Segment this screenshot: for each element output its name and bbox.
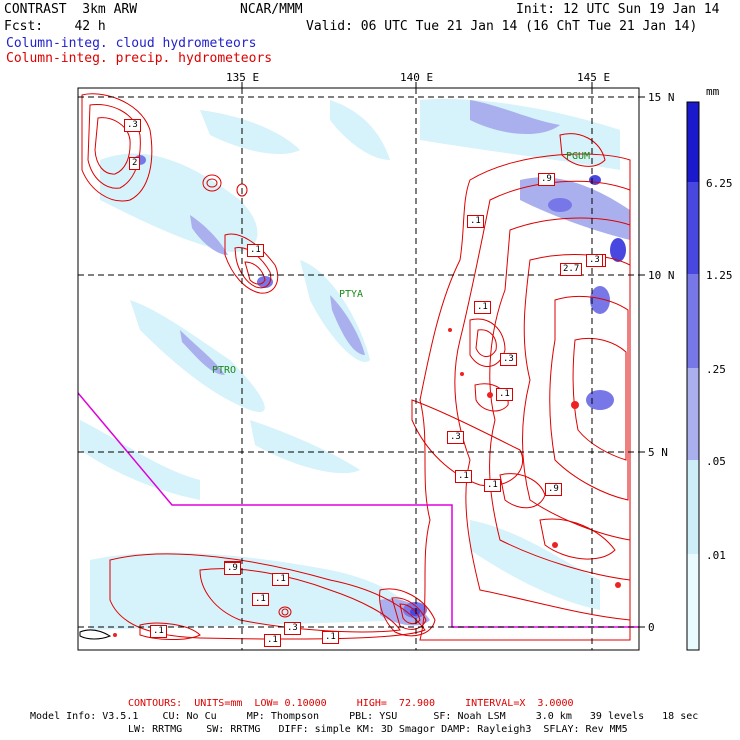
- station-label: PGUM: [566, 151, 591, 162]
- lat-label-5n: 5 N: [648, 446, 668, 459]
- contour-label: .1: [322, 631, 339, 644]
- contour-label: .1: [474, 301, 491, 314]
- contour-label: .3: [447, 431, 464, 444]
- lon-label-145: 145 E: [577, 71, 611, 84]
- lat-lon-grid: [78, 88, 639, 650]
- valid-time: Valid: 06 UTC Tue 21 Jan 14 (16 ChT Tue …: [306, 19, 698, 34]
- contour-label: .3: [124, 119, 141, 132]
- contour-label: .1: [150, 625, 167, 638]
- colorbar-unit: mm: [706, 85, 720, 98]
- plot-frame: [77, 87, 640, 651]
- colorbar: [686, 101, 700, 651]
- contour-label: .9: [538, 173, 555, 186]
- contour-label: .1: [252, 593, 269, 606]
- station-label: PTYA: [339, 289, 364, 300]
- contour-info: CONTOURS: UNITS=mm LOW= 0.10000 HIGH= 72…: [128, 698, 574, 709]
- colorbar-bin: [687, 274, 699, 368]
- colorbar-level: .01: [706, 549, 726, 562]
- contour-label: .1: [264, 634, 281, 647]
- contour-label: .1: [247, 244, 264, 257]
- colorbar-bin: [687, 460, 699, 554]
- contour-label: 2.7: [560, 263, 583, 276]
- colorbar-bin: [687, 368, 699, 460]
- contour-label: .1: [455, 470, 472, 483]
- field-precip-label: Column-integ. precip. hydrometeors: [6, 51, 273, 66]
- contour-label: .9: [545, 483, 562, 496]
- center-label: NCAR/MMM: [240, 2, 303, 17]
- forecast-hour: Fcst: 42 h: [4, 19, 106, 34]
- contour-label: .1: [484, 479, 501, 492]
- colorbar-level: 1.25: [706, 269, 733, 282]
- field-cloud-label: Column-integ. cloud hydrometeors: [6, 36, 257, 51]
- contour-label: .3: [284, 622, 301, 635]
- contour-label: .1: [496, 388, 513, 401]
- lat-label-15n: 15 N: [648, 91, 675, 104]
- contour-label: .1: [272, 573, 289, 586]
- contour-label: .3: [500, 353, 517, 366]
- model-info-line1: Model Info: V3.5.1 CU: No Cu MP: Thompso…: [30, 711, 699, 722]
- lon-label-140: 140 E: [400, 71, 434, 84]
- lat-label-10n: 10 N: [648, 269, 675, 282]
- station-label: PTRO: [212, 365, 237, 376]
- cloud-shading: [78, 93, 639, 641]
- colorbar-bin: [687, 554, 699, 650]
- model-info-line2: LW: RRTMG SW: RRTMG DIFF: simple KM: 3D …: [128, 724, 628, 735]
- colorbar-bin: [687, 102, 699, 182]
- model-title: CONTRAST 3km ARW: [4, 2, 138, 17]
- contour-label: .1: [467, 215, 484, 228]
- lat-label-0: 0: [648, 621, 655, 634]
- coastline: [79, 629, 112, 640]
- lon-label-135: 135 E: [226, 71, 260, 84]
- contour-label: .9: [224, 562, 241, 575]
- nested-domain-boundary: [78, 392, 639, 628]
- contour-label: .3: [586, 254, 603, 267]
- colorbar-level: .25: [706, 363, 726, 376]
- colorbar-level: 6.25: [706, 177, 733, 190]
- contour-label: 2: [129, 157, 141, 170]
- colorbar-level: .05: [706, 455, 726, 468]
- colorbar-bin: [687, 182, 699, 274]
- init-time: Init: 12 UTC Sun 19 Jan 14: [516, 2, 720, 17]
